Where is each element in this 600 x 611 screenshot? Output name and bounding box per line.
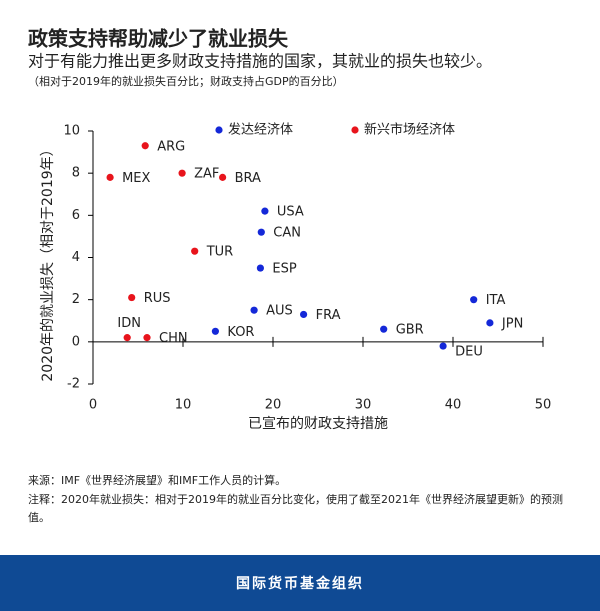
x-tick-label: 30 [355, 398, 372, 413]
x-tick-label: 0 [89, 398, 97, 413]
point [219, 173, 227, 181]
x-tick-label: 10 [175, 398, 192, 413]
legend-marker [351, 126, 359, 134]
chart-subtitle: 对于有能力推出更多财政支持措施的国家，其就业的损失也较少。 [28, 52, 492, 71]
x-tick-label: 20 [265, 398, 282, 413]
point-label: KOR [227, 325, 254, 340]
chart: 政策支持帮助减少了就业损失 对于有能力推出更多财政支持措施的国家，其就业的损失也… [28, 27, 552, 433]
point [123, 334, 131, 342]
point [141, 142, 149, 150]
y-tick-label: 8 [72, 166, 80, 181]
point-label: CAN [273, 226, 301, 241]
source: 来源：IMF《世界经济展望》和IMF工作人员的计算。 [28, 474, 287, 487]
point-label: BRA [235, 171, 261, 186]
point-label: IDN [117, 316, 141, 331]
point [128, 293, 136, 302]
y-tick-label: 2 [72, 292, 80, 307]
point-label: CHN [159, 331, 188, 346]
point [257, 228, 265, 236]
point [300, 310, 308, 319]
point-label: GBR [396, 323, 424, 338]
point-label: DEU [455, 345, 483, 360]
y-tick-label: 4 [72, 250, 80, 265]
point-label: ZAF [194, 167, 219, 182]
point-label: ARG [157, 139, 185, 154]
x-axis-title: 已宣布的财政支持措施 [248, 416, 388, 432]
point-label: RUS [144, 291, 171, 306]
point [486, 319, 494, 327]
point [143, 334, 151, 342]
point [178, 169, 186, 177]
y-tick-label: 10 [63, 124, 80, 139]
point-label: ESP [272, 262, 296, 277]
point-label: ITA [486, 293, 506, 308]
point-label: AUS [266, 304, 293, 319]
x-tick-label: 40 [445, 398, 462, 413]
x-tick-label: 50 [535, 398, 552, 413]
point-label: TUR [206, 245, 234, 260]
y-tick-label: 0 [72, 334, 80, 349]
point [256, 264, 264, 272]
point [439, 342, 447, 350]
y-tick-label: 6 [72, 208, 80, 223]
point-label: MEX [122, 171, 150, 186]
point-label: JPN [501, 316, 523, 331]
y-tick-label: -2 [67, 377, 80, 392]
legend-label: 新兴市场经济体 [364, 122, 455, 138]
chart-title: 政策支持帮助减少了就业损失 [28, 27, 289, 51]
org-banner: 国际货币基金组织 [0, 555, 600, 611]
point [261, 207, 269, 215]
point [250, 306, 258, 314]
legend-marker [215, 126, 223, 134]
chart-note: （相对于2019年的就业损失百分比；财政支持占GDP的百分比） [28, 74, 344, 88]
point [191, 247, 199, 255]
legend-label: 发达经济体 [228, 122, 293, 138]
footnote: 注释：2020年就业损失：相对于2019年的就业百分比变化，使用了截至2021年… [28, 493, 563, 524]
point-label: USA [277, 205, 304, 220]
y-axis-title: 2020年的就业损失（相对于2019年） [40, 142, 56, 381]
point [106, 173, 114, 181]
point [211, 327, 219, 335]
point [380, 325, 388, 333]
point [470, 296, 478, 304]
point-label: FRA [316, 308, 341, 323]
